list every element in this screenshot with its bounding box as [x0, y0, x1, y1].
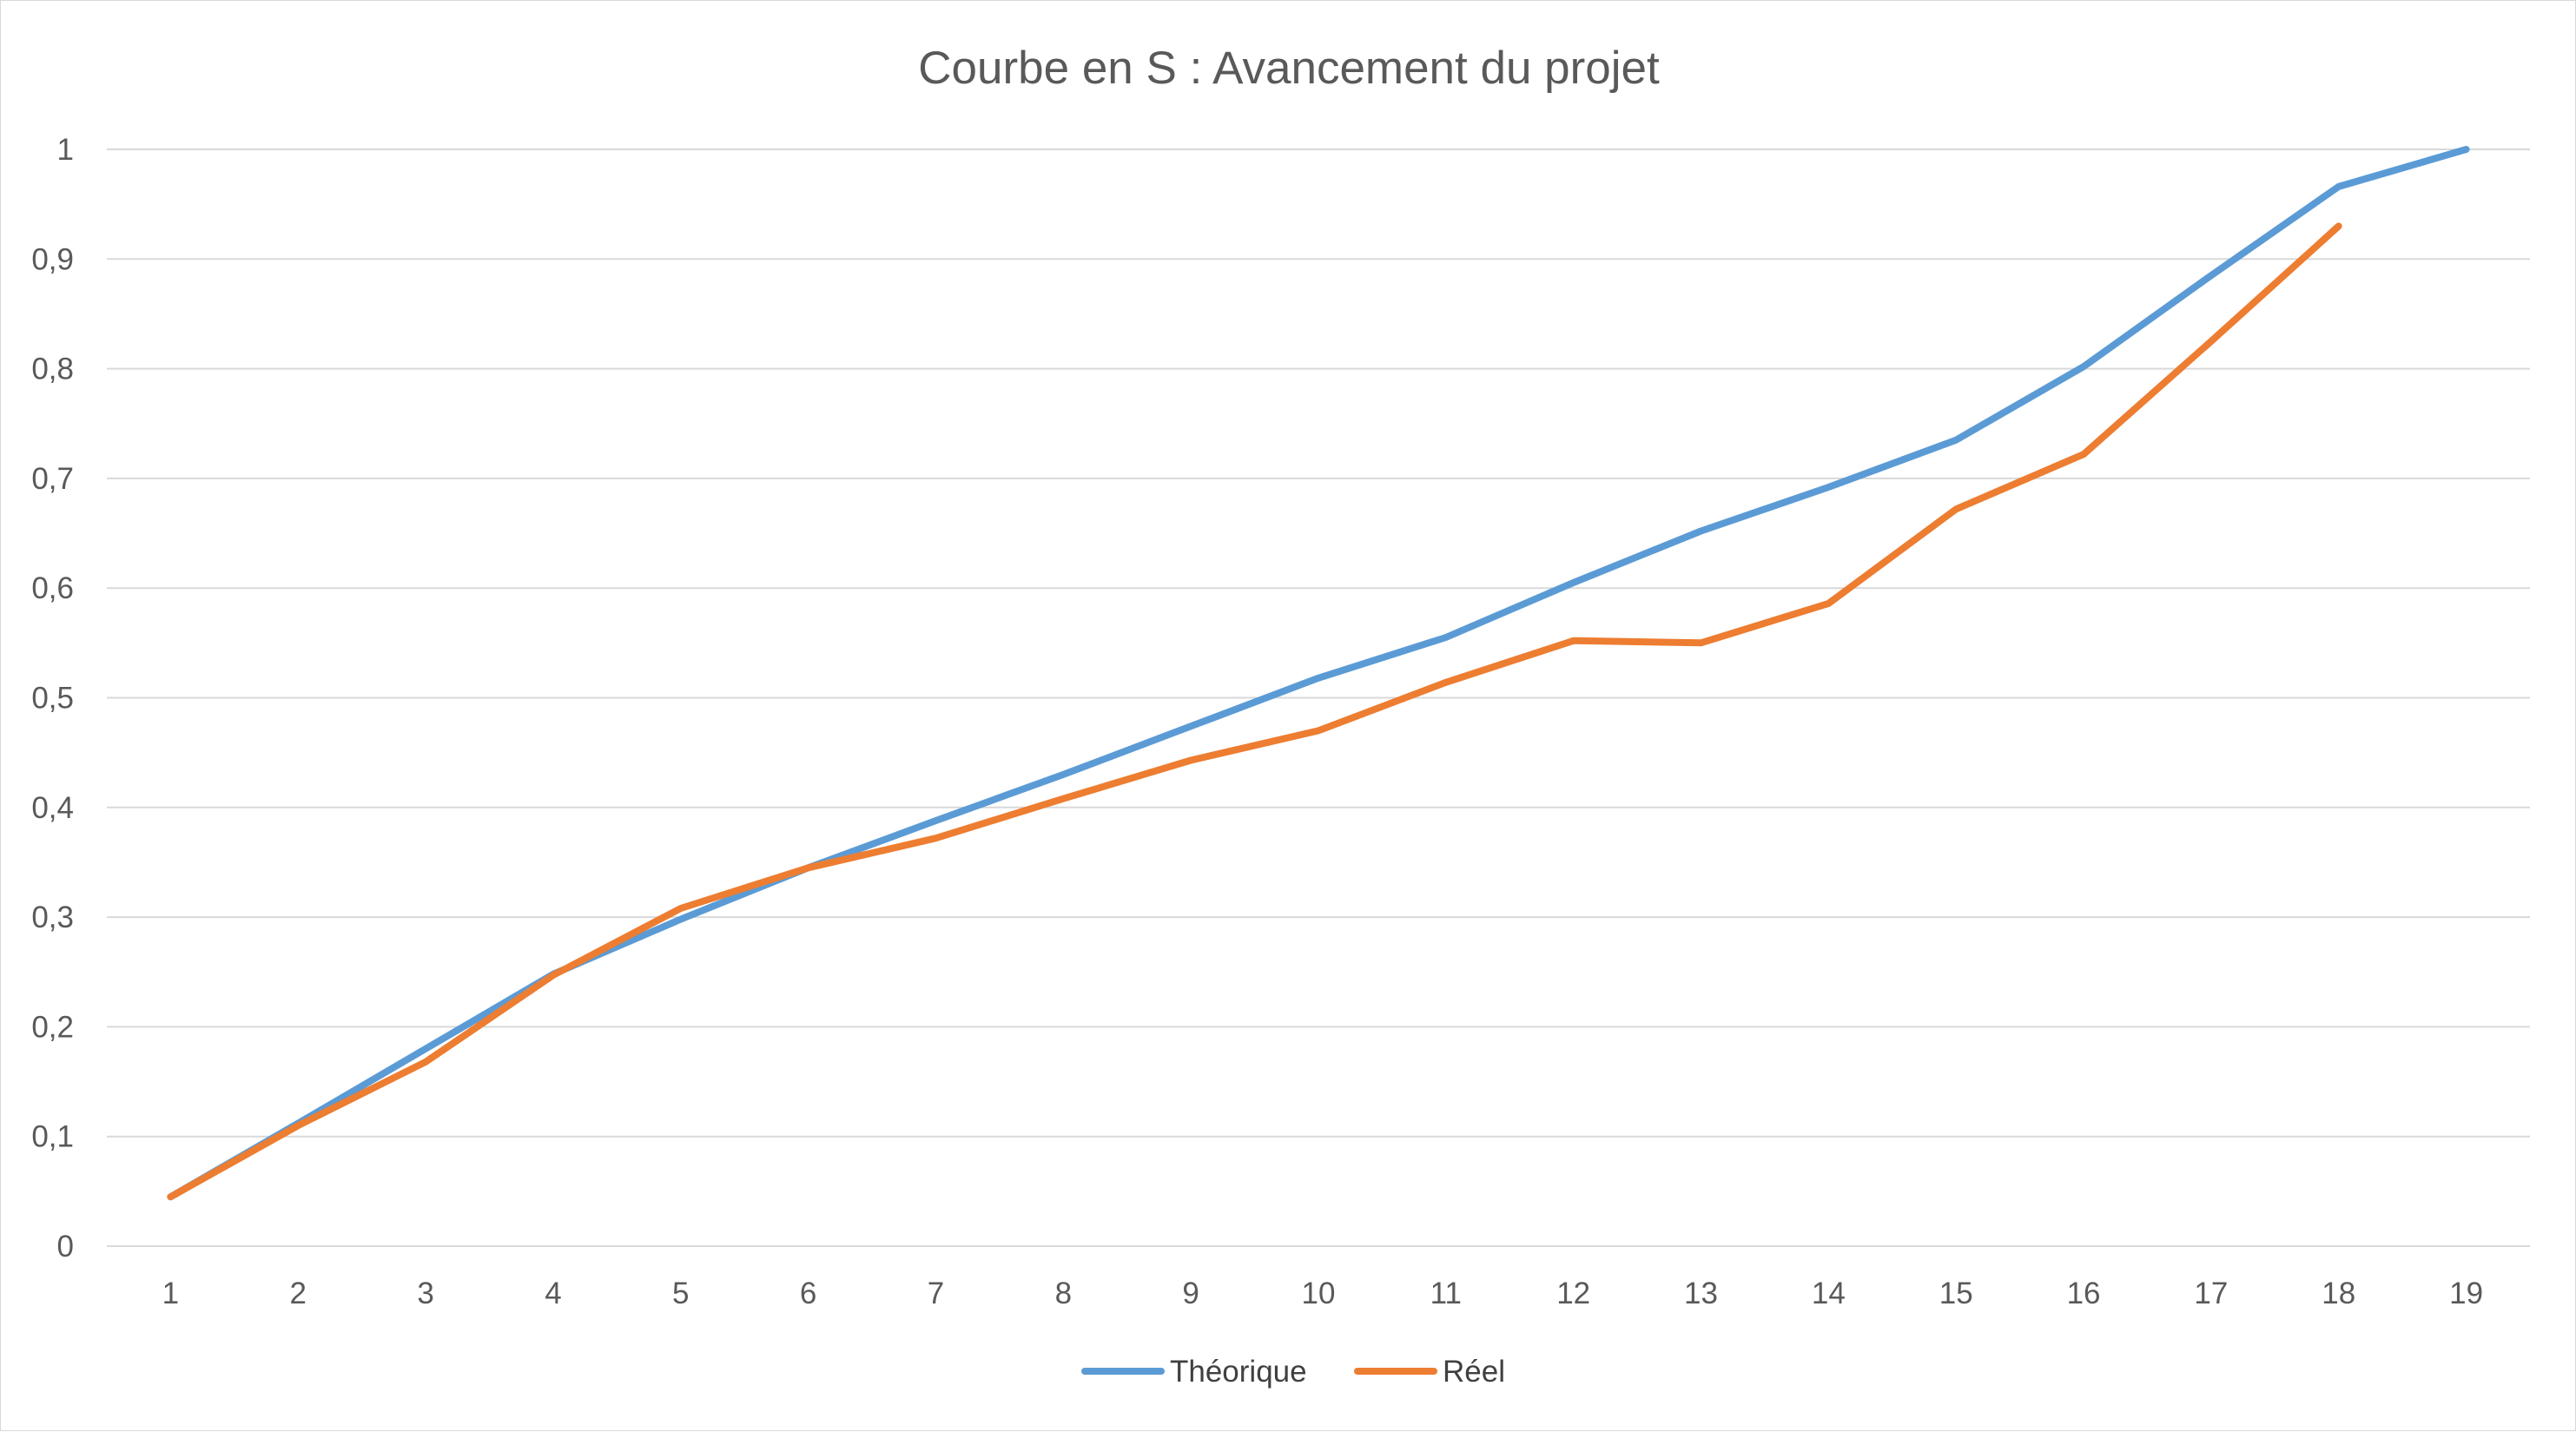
x-tick-label: 17	[2194, 1277, 2228, 1310]
x-tick-label: 3	[417, 1277, 433, 1310]
x-tick-label: 7	[928, 1277, 944, 1310]
y-axis-tick-labels: 0 0,1 0,2 0,3 0,4 0,5 0,6 0,7 0,8 0,9 1	[31, 133, 74, 1264]
y-tick-label: 0,3	[31, 901, 74, 934]
series-line-theorique	[167, 146, 2470, 1201]
x-tick-label: 2	[290, 1277, 307, 1310]
chart-title: Courbe en S : Avancement du projet	[918, 43, 1660, 94]
y-tick-label: 0,9	[31, 242, 74, 276]
x-tick-label: 15	[1939, 1277, 1973, 1310]
legend-label: Réel	[1443, 1355, 1505, 1389]
series-lines	[167, 146, 2470, 1201]
x-axis-tick-labels: 1 2 3 4 5 6 7 8 9 10 11 12 13 14 15 16 17 18 19	[162, 1277, 2483, 1310]
x-tick-label: 18	[2322, 1277, 2355, 1310]
y-tick-label: 0,5	[31, 682, 74, 716]
y-tick-label: 0,2	[31, 1010, 74, 1044]
x-tick-label: 6	[800, 1277, 816, 1310]
x-tick-label: 1	[162, 1277, 179, 1310]
y-tick-label: 0,7	[31, 462, 74, 496]
y-tick-label: 0,4	[31, 791, 74, 825]
series-line-reel	[167, 222, 2342, 1201]
y-tick-label: 0	[57, 1230, 74, 1264]
x-tick-label: 16	[2067, 1277, 2101, 1310]
x-tick-label: 5	[672, 1277, 689, 1310]
gridlines	[107, 148, 2530, 1247]
x-tick-label: 4	[545, 1277, 561, 1310]
x-tick-label: 8	[1055, 1277, 1072, 1310]
y-tick-label: 0,6	[31, 571, 74, 605]
x-tick-label: 12	[1556, 1277, 1590, 1310]
y-tick-label: 0,1	[31, 1120, 74, 1154]
x-tick-label: 14	[1812, 1277, 1846, 1310]
x-tick-label: 9	[1182, 1277, 1199, 1310]
y-tick-label: 0,8	[31, 353, 74, 386]
legend-label: Théorique	[1170, 1355, 1307, 1389]
x-tick-label: 11	[1430, 1277, 1462, 1310]
y-tick-label: 1	[57, 133, 74, 167]
x-tick-label: 10	[1302, 1277, 1336, 1310]
x-tick-label: 13	[1684, 1277, 1718, 1310]
x-tick-label: 19	[2449, 1277, 2483, 1310]
legend: Théorique Réel	[1081, 1355, 1505, 1389]
